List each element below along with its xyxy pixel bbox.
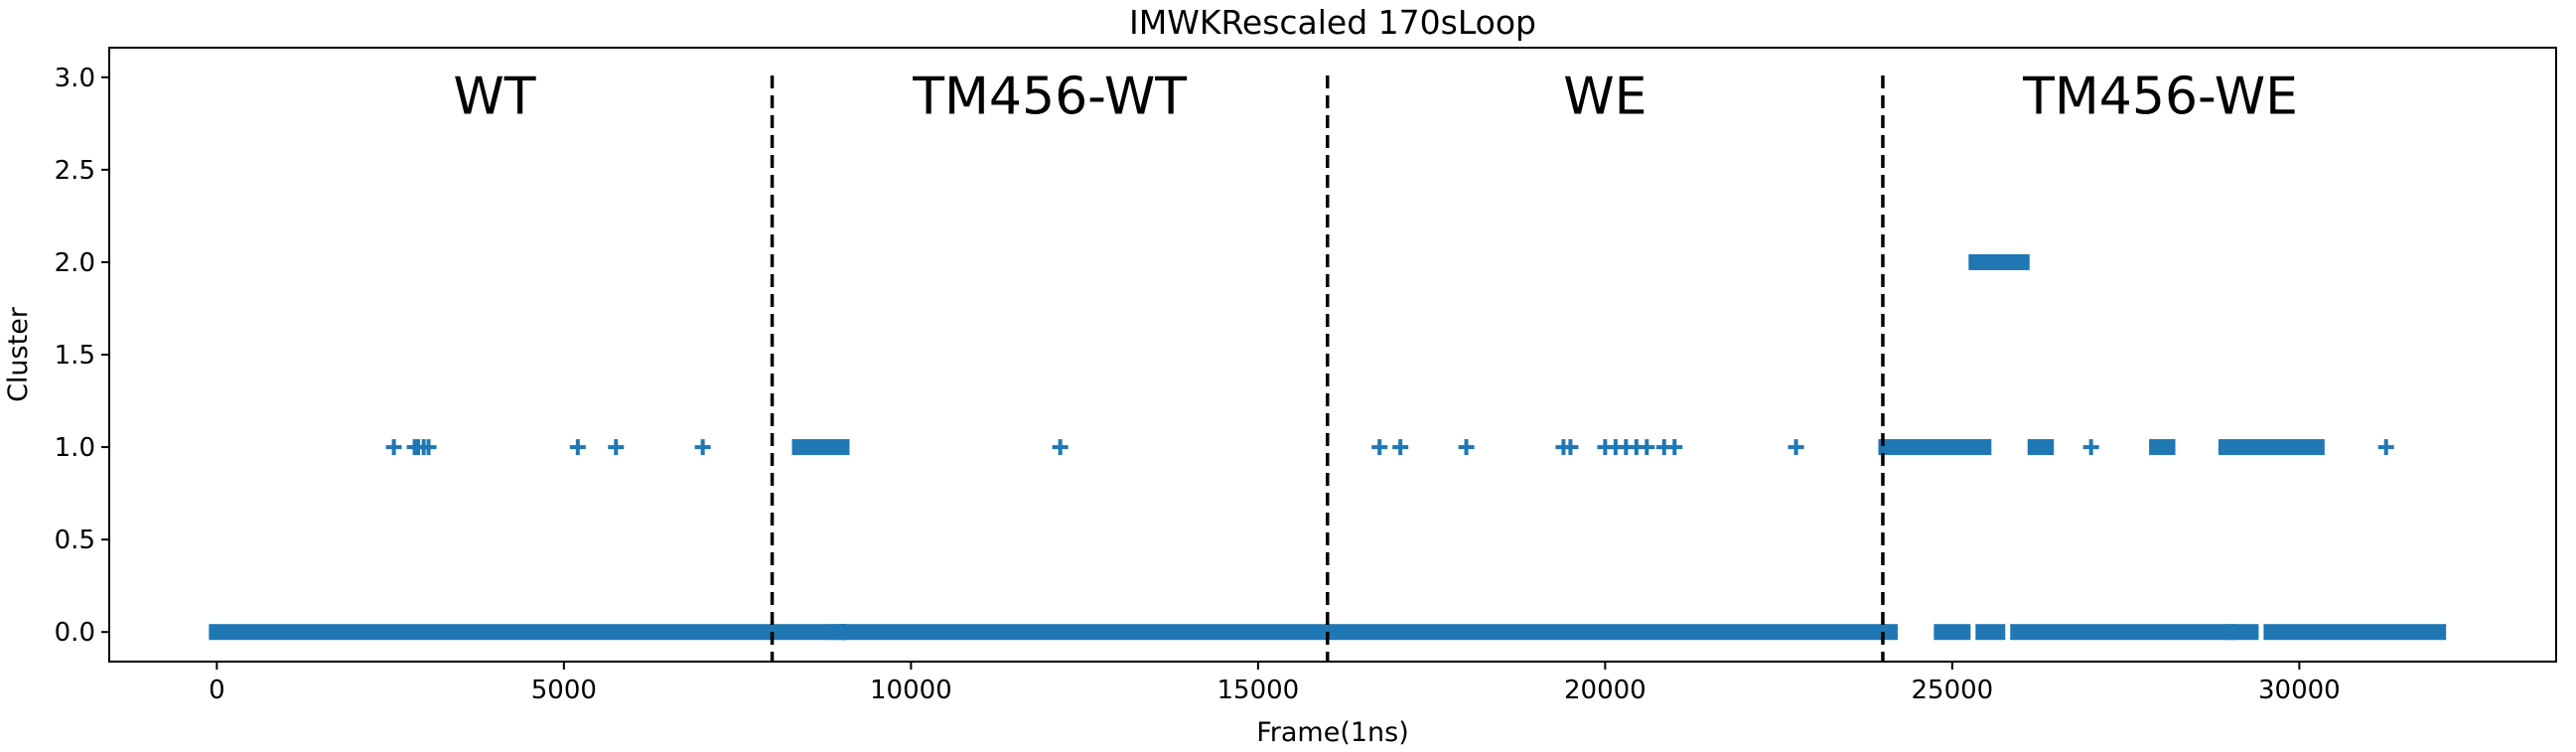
region-labels: WT TM456-WT WE TM456-WE (453, 67, 2298, 126)
y-axis-label: Cluster (3, 306, 34, 402)
data-band-cluster-2 (1968, 253, 2030, 270)
data-band-cluster-1 (2218, 439, 2325, 456)
y-tick-label: 0.5 (55, 526, 95, 555)
data-point-cluster-0 (835, 624, 852, 641)
x-axis-label: Frame(1ns) (1256, 717, 1409, 748)
data-point-cluster-1 (1371, 439, 1388, 456)
data-band-cluster-0 (2263, 624, 2447, 641)
data-band-cluster-0 (209, 624, 829, 641)
data-point-cluster-1 (1788, 439, 1804, 456)
y-tick-label: 1.5 (55, 341, 95, 371)
y-tick-label: 2.5 (55, 156, 95, 186)
data-point-cluster-1 (569, 439, 586, 456)
x-tick-label: 15000 (1216, 676, 1299, 705)
x-axis: 0 5000 10000 15000 20000 25000 30000 (209, 662, 2341, 705)
data-point-cluster-1 (1052, 439, 1069, 456)
data-point-cluster-1 (1562, 439, 1579, 456)
y-tick-label: 1.0 (55, 433, 95, 463)
data-band-cluster-0 (1975, 624, 2006, 641)
y-tick-label: 3.0 (55, 64, 95, 93)
x-tick-label: 25000 (1912, 676, 1994, 705)
data-point-cluster-1 (694, 439, 711, 456)
data-point-cluster-1 (2377, 439, 2394, 456)
data-band-cluster-1 (2149, 439, 2176, 456)
y-tick-label: 0.0 (55, 618, 95, 648)
x-tick-label: 0 (209, 676, 225, 705)
x-tick-label: 10000 (870, 676, 952, 705)
data-band-cluster-0 (1933, 624, 1971, 641)
data-point-cluster-1 (385, 439, 402, 456)
x-tick-label: 30000 (2258, 676, 2341, 705)
data-band-cluster-1 (791, 439, 850, 456)
data-band-cluster-0 (2010, 624, 2234, 641)
y-axis: 0.0 0.5 1.0 1.5 2.0 2.5 3.0 (55, 64, 109, 648)
region-label: TM456-WE (2022, 67, 2298, 126)
data-point-cluster-1 (1639, 439, 1655, 456)
region-label: WT (453, 67, 535, 126)
data-band-cluster-1 (2027, 439, 2055, 456)
data-point-cluster-1 (608, 439, 625, 456)
chart-title: IMWKRescaled 170sLoop (1129, 3, 1536, 42)
data-point-cluster-1 (1458, 439, 1475, 456)
data-point-cluster-1 (420, 439, 437, 456)
data-point-cluster-1 (1666, 439, 1683, 456)
data-point-cluster-1 (2082, 439, 2099, 456)
x-tick-label: 20000 (1564, 676, 1646, 705)
data-point-cluster-1 (1392, 439, 1409, 456)
region-label: WE (1563, 67, 1646, 126)
region-label: TM456-WT (912, 67, 1187, 126)
plot-area (209, 75, 2447, 662)
data-band-cluster-0 (836, 624, 1898, 641)
plot-frame (108, 47, 2557, 663)
data-band-cluster-1 (1878, 439, 1992, 456)
x-tick-label: 5000 (531, 676, 597, 705)
data-band-cluster-0 (2224, 624, 2259, 641)
y-tick-label: 2.0 (55, 248, 95, 278)
